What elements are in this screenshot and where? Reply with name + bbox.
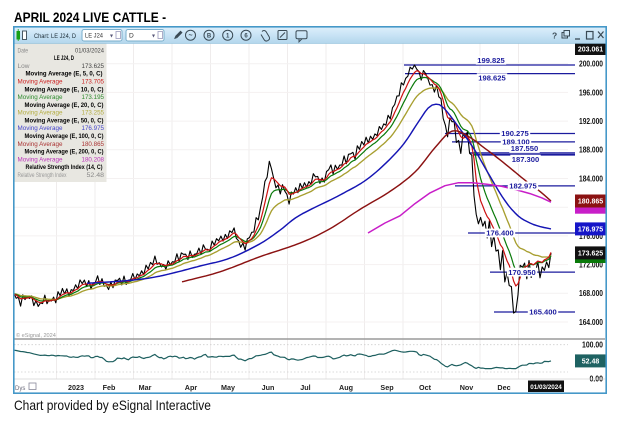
svg-text:01/03/2024: 01/03/2024 xyxy=(75,47,104,54)
svg-text:Feb: Feb xyxy=(103,383,116,392)
svg-text:180.865: 180.865 xyxy=(82,141,105,148)
svg-text:Jun: Jun xyxy=(262,383,275,392)
svg-text:173.705: 173.705 xyxy=(82,79,105,86)
svg-text:52.48: 52.48 xyxy=(582,359,600,366)
svg-text:Dec: Dec xyxy=(497,383,510,392)
svg-text:187.300: 187.300 xyxy=(512,155,539,164)
svg-text:Moving Average (E, 20, 0, C): Moving Average (E, 20, 0, C) xyxy=(25,102,104,109)
svg-text:Dys: Dys xyxy=(15,386,25,392)
svg-text:2023: 2023 xyxy=(68,383,84,392)
svg-text:164.000: 164.000 xyxy=(579,318,603,327)
svg-text:Moving Average: Moving Average xyxy=(18,110,63,117)
svg-text:LE J24, D: LE J24, D xyxy=(54,55,74,62)
svg-text:Aug: Aug xyxy=(339,383,353,392)
svg-text:173.625: 173.625 xyxy=(578,251,603,258)
svg-text:196.000: 196.000 xyxy=(579,88,603,97)
svg-text:165.400: 165.400 xyxy=(529,308,556,317)
svg-text:~: ~ xyxy=(188,33,192,40)
svg-text:Chart: LE J24, D: Chart: LE J24, D xyxy=(34,33,76,40)
svg-text:176.000: 176.000 xyxy=(579,232,603,241)
svg-text:173.195: 173.195 xyxy=(82,94,105,101)
svg-text:▾: ▾ xyxy=(152,34,155,40)
svg-text:Apr: Apr xyxy=(185,383,198,392)
svg-text:200.000: 200.000 xyxy=(579,60,603,69)
svg-text:© eSignal, 2024: © eSignal, 2024 xyxy=(16,332,56,339)
svg-text:184.000: 184.000 xyxy=(579,174,603,183)
svg-text:Nov: Nov xyxy=(460,383,474,392)
svg-text:182.975: 182.975 xyxy=(509,182,537,191)
svg-text:Relative Strength Index (14, C: Relative Strength Index (14, C) xyxy=(26,164,103,171)
svg-text:Moving Average: Moving Average xyxy=(18,141,63,148)
svg-text:Low: Low xyxy=(18,63,30,70)
svg-text:52.48: 52.48 xyxy=(87,172,105,179)
svg-text:Moving Average (E, 50, 0, C): Moving Average (E, 50, 0, C) xyxy=(25,117,104,124)
svg-text:6: 6 xyxy=(244,33,248,39)
svg-text:Jul: Jul xyxy=(300,383,310,392)
svg-text:188.000: 188.000 xyxy=(579,146,603,155)
svg-text:170.950: 170.950 xyxy=(508,268,535,277)
svg-text:Moving Average (E, 100, 0, C): Moving Average (E, 100, 0, C) xyxy=(25,133,104,140)
svg-text:100.00: 100.00 xyxy=(582,341,603,350)
svg-text:D: D xyxy=(129,33,134,40)
svg-text:203.061: 203.061 xyxy=(578,47,603,54)
svg-text:168.000: 168.000 xyxy=(579,289,603,298)
svg-text:Moving Average (E, 10, 0, C): Moving Average (E, 10, 0, C) xyxy=(25,86,104,93)
svg-text:187.550: 187.550 xyxy=(511,144,538,153)
svg-text:Moving Average (E, 200, 0, C): Moving Average (E, 200, 0, C) xyxy=(25,149,104,156)
svg-text:B: B xyxy=(207,33,212,39)
svg-text:180.208: 180.208 xyxy=(82,156,105,163)
svg-text:198.625: 198.625 xyxy=(478,73,506,82)
svg-text:Moving Average: Moving Average xyxy=(18,156,63,163)
svg-text:Mar: Mar xyxy=(139,383,152,392)
svg-text:Sep: Sep xyxy=(380,383,394,392)
svg-text:173.255: 173.255 xyxy=(82,110,105,117)
svg-text:Moving Average: Moving Average xyxy=(18,94,63,101)
svg-text:172.000: 172.000 xyxy=(579,261,603,270)
svg-text:Relative Strength Index: Relative Strength Index xyxy=(18,172,68,179)
svg-text:?: ? xyxy=(552,31,557,41)
svg-text:Moving Average: Moving Average xyxy=(18,79,63,86)
svg-text:▾: ▾ xyxy=(110,34,113,40)
svg-text:176.975: 176.975 xyxy=(578,227,603,234)
svg-text:Moving Average (E, 5, 0, C): Moving Average (E, 5, 0, C) xyxy=(26,71,103,78)
svg-text:LE J24: LE J24 xyxy=(85,33,103,40)
svg-text:180.865: 180.865 xyxy=(578,199,603,206)
svg-text:01/03/2024: 01/03/2024 xyxy=(530,384,562,391)
svg-text:173.625: 173.625 xyxy=(82,63,105,70)
svg-text:1: 1 xyxy=(226,33,230,39)
svg-text:Oct: Oct xyxy=(419,383,432,392)
svg-text:176.400: 176.400 xyxy=(486,229,513,238)
svg-text:176.975: 176.975 xyxy=(82,125,105,132)
svg-text:190.275: 190.275 xyxy=(501,129,529,138)
svg-text:May: May xyxy=(221,383,235,392)
svg-text:189.100: 189.100 xyxy=(502,138,529,147)
svg-text:Moving Average: Moving Average xyxy=(18,125,63,132)
svg-text:Date: Date xyxy=(18,47,29,54)
svg-text:192.000: 192.000 xyxy=(579,117,603,126)
svg-text:199.825: 199.825 xyxy=(477,56,505,65)
